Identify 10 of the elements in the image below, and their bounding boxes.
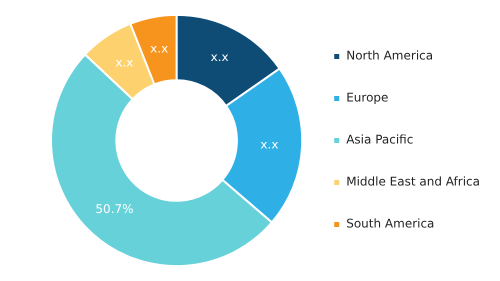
legend-label: Asia Pacific	[346, 132, 414, 147]
legend-label: Middle East and Africa	[346, 174, 480, 189]
legend-label: North America	[346, 48, 434, 63]
data-label: 50.7%	[95, 202, 134, 216]
data-label: x.x	[260, 137, 278, 152]
data-label: x.x	[115, 56, 134, 70]
data-label: x.x	[150, 41, 168, 56]
legend-label: Europe	[346, 90, 388, 105]
legend-label: South America	[346, 216, 434, 231]
data-label: x.x	[210, 50, 229, 64]
